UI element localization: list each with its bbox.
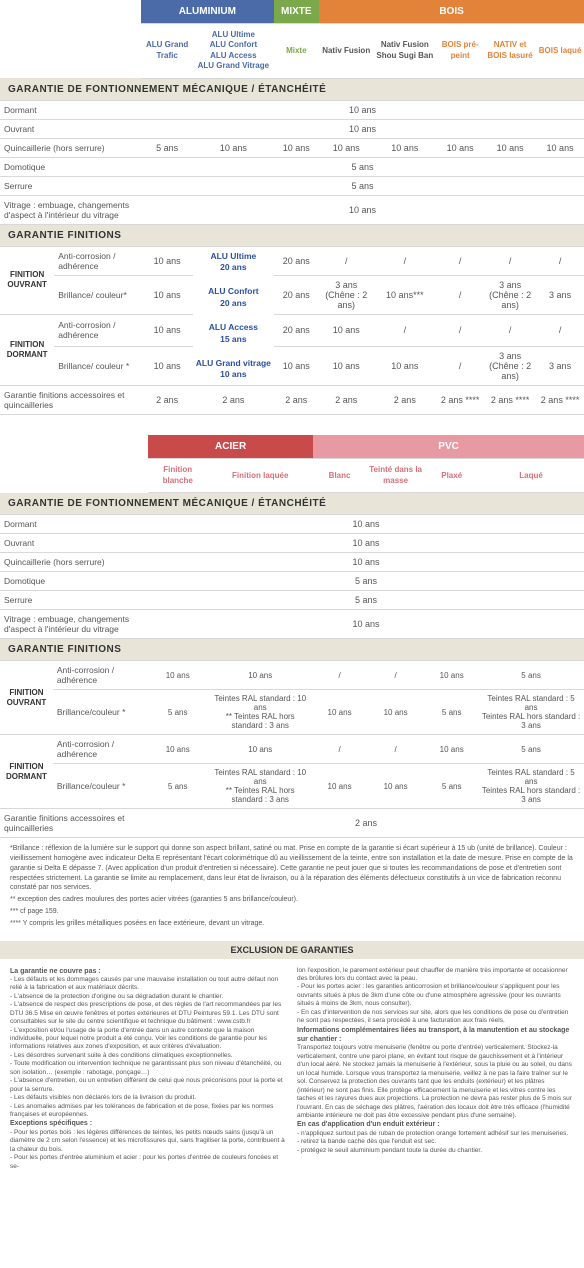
footnote: ** exception des cadres moulures des por… bbox=[10, 895, 574, 905]
exclusion-line: - L'absence de la protection d'origine o… bbox=[10, 993, 287, 1001]
table-row: Ouvrant10 ans bbox=[0, 119, 584, 138]
table-row: FINITION DORMANTAnti-corrosion / adhéren… bbox=[0, 735, 584, 764]
exclusion-line: - Les défauts visibles non déclarés lors… bbox=[10, 1094, 287, 1102]
exclusion-line: Informations complémentaires liées au tr… bbox=[297, 1026, 574, 1045]
table-row: Serrure5 ans bbox=[0, 591, 584, 610]
section-mecanique-2: GARANTIE DE FONTIONNEMENT MÉCANIQUE / ÉT… bbox=[0, 493, 584, 515]
table-row: Quincaillerie (hors serrure)5 ans10 ans1… bbox=[0, 138, 584, 157]
subhead: Nativ Fusion bbox=[319, 24, 373, 79]
table-row: Vitrage : embuage, changements d'aspect … bbox=[0, 610, 584, 639]
exclusion-line: - Pour les portes d'entrée aluminium et … bbox=[10, 1154, 287, 1171]
section-finitions: GARANTIE FINITIONS bbox=[0, 224, 584, 246]
table-row: Brillance/couleur *5 ansTeintes RAL stan… bbox=[0, 690, 584, 735]
cat-mixte: MIXTE bbox=[274, 0, 320, 24]
table-row: Domotique5 ans bbox=[0, 157, 584, 176]
table-row: Brillance/ couleur*10 ans20 ans3 ans (Ch… bbox=[0, 275, 584, 314]
subhead: ALU Grand Trafic bbox=[141, 24, 193, 79]
exclusion-line: - L'exposition et/ou l'usage de la porte… bbox=[10, 1027, 287, 1052]
table-row: Serrure5 ans bbox=[0, 176, 584, 195]
category-row: ALUMINIUM MIXTE BOIS bbox=[0, 0, 584, 24]
subhead: Finition blanche bbox=[148, 459, 207, 493]
exclusion-left: La garantie ne couvre pas :- Les défauts… bbox=[10, 967, 287, 1172]
exclusion-line: La garantie ne couvre pas : bbox=[10, 967, 287, 976]
table-row: Brillance/couleur *5 ansTeintes RAL stan… bbox=[0, 764, 584, 809]
table-row: Ouvrant10 ans bbox=[0, 534, 584, 553]
subhead: Blanc bbox=[313, 459, 366, 493]
table-row: Dormant10 ans bbox=[0, 515, 584, 534]
warranty-table-1: ALUMINIUM MIXTE BOIS ALU Grand TraficALU… bbox=[0, 0, 584, 415]
subhead: Teinté dans la masse bbox=[366, 459, 425, 493]
exclusion-line: - L'absence d'entretien, ou un entretien… bbox=[10, 1077, 287, 1094]
footnote: *** cf page 159. bbox=[10, 907, 574, 917]
footnotes: *Brillance : réflexion de la lumière sur… bbox=[0, 838, 584, 936]
table-row: Quincaillerie (hors serrure)10 ans bbox=[0, 553, 584, 572]
table-row: Brillance/ couleur *10 ans10 ans10 ans10… bbox=[0, 347, 584, 386]
category-row: ACIER PVC bbox=[0, 435, 584, 459]
section-mecanique: GARANTIE DE FONTIONNEMENT MÉCANIQUE / ÉT… bbox=[0, 78, 584, 100]
exclusion-line: lon l'exposition, le parement extérieur … bbox=[297, 967, 574, 984]
subhead: Finition laquée bbox=[207, 459, 313, 493]
warranty-table-2: ACIER PVC Finition blancheFinition laqué… bbox=[0, 435, 584, 838]
cat-bois: BOIS bbox=[319, 0, 584, 24]
exclusion-line: - L'absence de respect des prescriptions… bbox=[10, 1001, 287, 1026]
exclusion-title: EXCLUSION DE GARANTIES bbox=[0, 941, 584, 959]
subhead: NATIV et BOIS lasuré bbox=[484, 24, 536, 79]
subhead: Plaxé bbox=[425, 459, 478, 493]
subheader-row: ALU Grand TraficALU UltimeALU ConfortALU… bbox=[0, 24, 584, 79]
table-row: FINITION OUVRANTAnti-corrosion / adhéren… bbox=[0, 661, 584, 690]
exclusion-right: lon l'exposition, le parement extérieur … bbox=[297, 967, 574, 1172]
cat-aluminium: ALUMINIUM bbox=[141, 0, 273, 24]
subhead: BOIS pré-peint bbox=[436, 24, 484, 79]
subheader-row: Finition blancheFinition laquéeBlancTein… bbox=[0, 459, 584, 493]
exclusion-columns: La garantie ne couvre pas :- Les défauts… bbox=[0, 963, 584, 1176]
table-row: Vitrage : embuage, changements d'aspect … bbox=[0, 195, 584, 224]
subhead: Laqué bbox=[478, 459, 584, 493]
exclusion-line: - Toute modification ou intervention tec… bbox=[10, 1060, 287, 1077]
table-row: Garantie finitions accessoires et quinca… bbox=[0, 386, 584, 415]
exclusion-line: - Pour les portes bois : les légères dif… bbox=[10, 1129, 287, 1154]
exclusion-line: - Les désordres survenant suite à des co… bbox=[10, 1052, 287, 1060]
exclusion-line: En cas d'application d'un enduit extérie… bbox=[297, 1120, 574, 1129]
exclusion-line: - Pour les portes acier : les garanties … bbox=[297, 983, 574, 1008]
subhead: Mixte bbox=[274, 24, 320, 79]
exclusion-line: Transportez toujours votre menuiserie (f… bbox=[297, 1044, 574, 1120]
table-row: Dormant10 ans bbox=[0, 100, 584, 119]
subhead: ALU UltimeALU ConfortALU AccessALU Grand… bbox=[193, 24, 273, 79]
exclusion-line: - protégez le seuil aluminium pendant to… bbox=[297, 1147, 574, 1155]
subhead: BOIS laqué bbox=[536, 24, 584, 79]
table-row: FINITION DORMANTAnti-corrosion / adhéren… bbox=[0, 314, 584, 347]
table-row: FINITION OUVRANTAnti-corrosion / adhéren… bbox=[0, 246, 584, 275]
cat-acier: ACIER bbox=[148, 435, 313, 459]
subhead: Nativ Fusion Shou Sugi Ban bbox=[373, 24, 436, 79]
table-row: Domotique5 ans bbox=[0, 572, 584, 591]
table-row: Garantie finitions accessoires et quinca… bbox=[0, 809, 584, 838]
exclusion-line: - n'appliquez surtout pas de ruban de pr… bbox=[297, 1130, 574, 1138]
cat-pvc: PVC bbox=[313, 435, 584, 459]
section-finitions-2: GARANTIE FINITIONS bbox=[0, 639, 584, 661]
footnote: *Brillance : réflexion de la lumière sur… bbox=[10, 844, 574, 893]
exclusion-line: - retirez la bande cache dès que l'endui… bbox=[297, 1138, 574, 1146]
footnote: **** Y compris les grilles métalliques p… bbox=[10, 919, 574, 929]
exclusion-line: Exceptions spécifiques : bbox=[10, 1119, 287, 1128]
exclusion-line: - Les anomalies admises par les toléranc… bbox=[10, 1103, 287, 1120]
exclusion-line: - Les défauts et les dommages causés par… bbox=[10, 976, 287, 993]
exclusion-line: - En cas d'intervention de nos services … bbox=[297, 1009, 574, 1026]
